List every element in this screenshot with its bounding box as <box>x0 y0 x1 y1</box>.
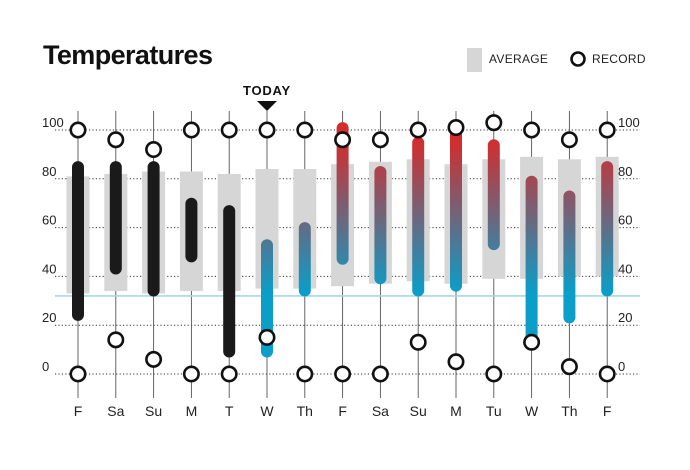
record-low-marker <box>145 350 163 368</box>
observed-bar <box>185 197 198 263</box>
legend-record-label: RECORD <box>592 52 646 66</box>
record-low-marker <box>296 365 314 383</box>
record-low-marker <box>334 365 352 383</box>
y-tick-right: 0 <box>618 359 625 374</box>
y-tick-left: 0 <box>42 359 49 374</box>
record-high-marker <box>334 131 352 149</box>
record-high-marker <box>371 131 389 149</box>
day-label: Th <box>561 403 577 419</box>
record-high-marker <box>409 121 427 139</box>
y-tick-right: 60 <box>618 213 632 228</box>
legend-record-marker <box>570 51 586 67</box>
day-label: M <box>186 403 198 419</box>
forecast-bar <box>412 136 425 297</box>
record-low-marker <box>69 365 87 383</box>
day-label: Su <box>145 403 162 419</box>
day-label: F <box>338 403 347 419</box>
forecast-bar <box>525 175 538 346</box>
forecast-bar <box>374 166 387 285</box>
record-low-marker <box>107 331 125 349</box>
record-high-marker <box>258 121 276 139</box>
axis-labels: 0 0 20 20 40 40 60 60 80 80 100 100 F Sa Su M T W Th F Sa Su M… <box>42 83 640 419</box>
forecast-bar <box>563 190 576 324</box>
y-tick-left: 80 <box>42 164 56 179</box>
observed-bar <box>109 161 122 275</box>
forecast-bar <box>450 124 462 292</box>
forecast-bar <box>298 222 311 297</box>
day-label: W <box>260 403 274 419</box>
legend-average-label: AVERAGE <box>489 52 548 66</box>
record-low-marker <box>560 358 578 376</box>
y-tick-left: 100 <box>42 115 64 130</box>
record-high-marker <box>182 121 200 139</box>
record-high-marker <box>598 121 616 139</box>
forecast-bar <box>487 139 500 251</box>
record-low-marker <box>220 365 238 383</box>
record-high-marker <box>145 141 163 159</box>
record-low-marker <box>182 365 200 383</box>
record-high-marker <box>69 121 87 139</box>
y-tick-left: 60 <box>42 213 56 228</box>
y-tick-left: 20 <box>42 310 56 325</box>
record-low-marker <box>523 333 541 351</box>
y-tick-left: 40 <box>42 261 56 276</box>
forecast-bar <box>336 122 349 265</box>
y-tick-right: 100 <box>618 115 640 130</box>
record-high-marker <box>107 131 125 149</box>
day-label: T <box>225 403 234 419</box>
today-arrow-icon <box>257 101 277 111</box>
record-high-marker <box>220 121 238 139</box>
observed-bar <box>147 161 160 297</box>
day-label: Tu <box>486 403 502 419</box>
forecast-bar <box>261 239 273 358</box>
record-low-marker <box>447 353 465 371</box>
record-high-marker <box>560 131 578 149</box>
day-label: F <box>603 403 612 419</box>
day-label: F <box>74 403 83 419</box>
y-tick-right: 20 <box>618 310 632 325</box>
record-high-marker <box>485 114 503 132</box>
day-label: Sa <box>372 403 389 419</box>
record-low-marker <box>598 365 616 383</box>
day-label: Th <box>297 403 313 419</box>
y-tick-right: 80 <box>618 164 632 179</box>
legend: AVERAGE RECORD <box>467 48 646 72</box>
chart-title: Temperatures <box>43 40 213 70</box>
record-high-marker <box>523 121 541 139</box>
forecast-bar <box>601 161 614 297</box>
plot-area <box>55 114 640 383</box>
observed-bar <box>72 161 84 321</box>
record-low-marker <box>258 328 276 346</box>
record-low-marker <box>485 365 503 383</box>
day-label: Sa <box>107 403 124 419</box>
record-low-marker <box>371 365 389 383</box>
record-high-marker <box>447 119 465 137</box>
observed-bar <box>223 205 236 358</box>
today-label: TODAY <box>243 83 291 98</box>
record-high-marker <box>296 121 314 139</box>
day-label: Su <box>410 403 427 419</box>
day-label: M <box>450 403 462 419</box>
legend-average-swatch <box>467 48 482 72</box>
y-tick-right: 40 <box>618 261 632 276</box>
record-low-marker <box>409 333 427 351</box>
day-label: W <box>525 403 539 419</box>
